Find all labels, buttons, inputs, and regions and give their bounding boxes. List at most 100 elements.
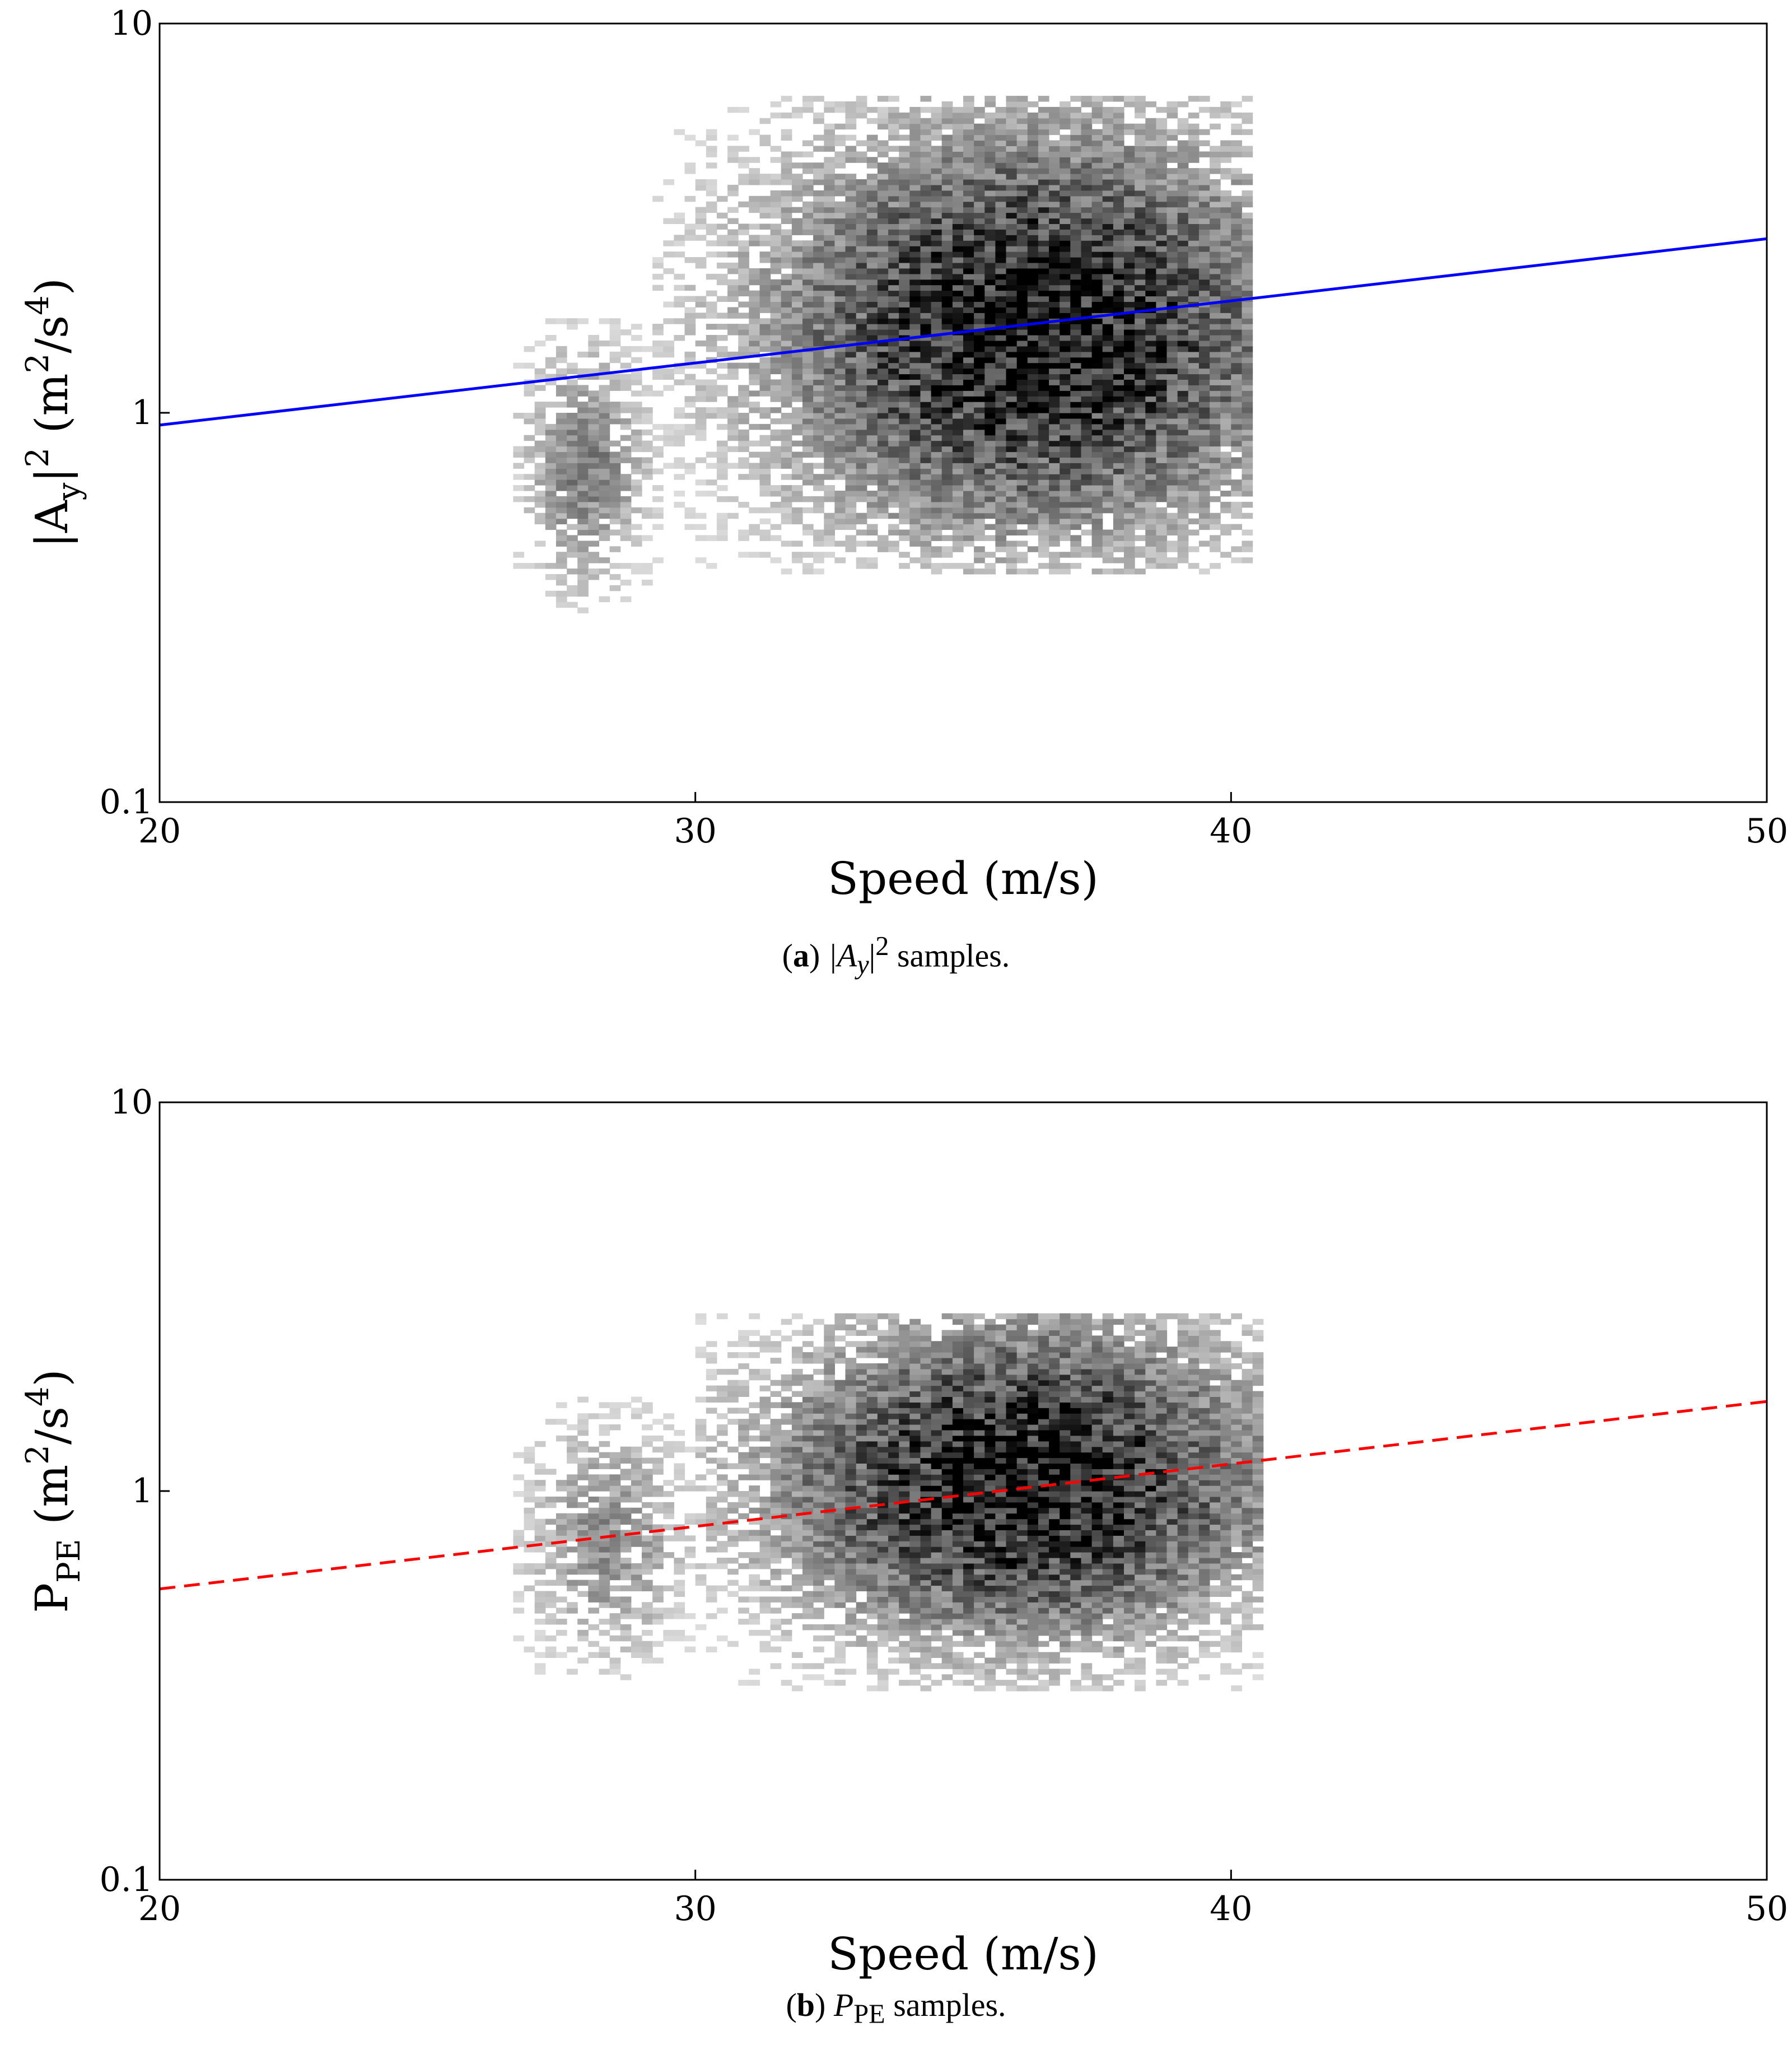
- heatmap-cell: [1231, 313, 1242, 319]
- heatmap-cell: [1156, 407, 1167, 413]
- heatmap-cell: [1006, 301, 1018, 308]
- heatmap-cell: [1081, 279, 1093, 286]
- heatmap-cell: [1178, 235, 1189, 241]
- heatmap-cell: [1167, 407, 1178, 413]
- heatmap-cell: [1049, 179, 1060, 185]
- heatmap-cell: [567, 1436, 578, 1442]
- heatmap-cell: [599, 1497, 610, 1503]
- heatmap-cell: [1231, 268, 1242, 274]
- heatmap-cell: [1210, 541, 1221, 547]
- heatmap-cell: [567, 1424, 578, 1431]
- heatmap-cell: [771, 1647, 782, 1653]
- heatmap-cell: [1081, 157, 1093, 163]
- heatmap-cell: [867, 396, 878, 402]
- heatmap-cell: [1028, 313, 1039, 319]
- heatmap-cell: [1178, 118, 1189, 124]
- heatmap-cell: [717, 1586, 728, 1592]
- heatmap-cell: [1103, 124, 1114, 130]
- heatmap-cell: [1124, 218, 1135, 225]
- heatmap-cell: [577, 1569, 589, 1575]
- heatmap-cell: [984, 185, 996, 191]
- heatmap-cell: [1199, 424, 1210, 430]
- heatmap-cell: [921, 457, 932, 463]
- heatmap-cell: [760, 390, 771, 397]
- heatmap-cell: [642, 390, 653, 397]
- heatmap-cell: [771, 335, 782, 341]
- heatmap-cell: [1103, 291, 1114, 297]
- heatmap-cell: [867, 363, 878, 369]
- heatmap-cell: [792, 207, 803, 213]
- heatmap-cell: [921, 207, 932, 213]
- heatmap-cell: [984, 229, 996, 235]
- heatmap-cell: [899, 329, 910, 336]
- heatmap-cell: [974, 301, 985, 308]
- heatmap-cell: [942, 291, 953, 297]
- heatmap-cell: [1017, 452, 1028, 458]
- heatmap-cell: [792, 379, 803, 385]
- heatmap-cell: [545, 1619, 557, 1625]
- heatmap-cell: [620, 580, 632, 586]
- heatmap-cell: [1156, 396, 1167, 402]
- heatmap-cell: [1113, 318, 1124, 324]
- heatmap-cell: [1092, 369, 1103, 375]
- heatmap-cell: [535, 1602, 546, 1608]
- heatmap-cell: [974, 240, 985, 246]
- heatmap-cell: [802, 424, 814, 430]
- heatmap-cell: [513, 552, 524, 558]
- heatmap-cell: [1038, 235, 1049, 241]
- heatmap-cell: [1092, 329, 1103, 336]
- heatmap-cell: [953, 463, 964, 469]
- heatmap-cell: [942, 251, 953, 258]
- heatmap-cell: [760, 135, 771, 141]
- heatmap-cell: [1167, 341, 1178, 347]
- heatmap-cell: [738, 1408, 749, 1414]
- heatmap-cell: [792, 251, 803, 258]
- heatmap-cell: [513, 1530, 524, 1536]
- heatmap-cell: [1145, 118, 1156, 124]
- heatmap-cell: [942, 135, 953, 141]
- heatmap-cell: [1038, 407, 1049, 413]
- heatmap-cell: [1199, 569, 1210, 575]
- heatmap-cell: [792, 1430, 803, 1436]
- heatmap-cell: [1210, 179, 1221, 185]
- heatmap-cell: [1210, 535, 1221, 541]
- heatmap-cell: [984, 335, 996, 341]
- heatmap-cell: [706, 1375, 717, 1381]
- heatmap-cell: [1124, 185, 1135, 191]
- heatmap-cell: [974, 107, 985, 113]
- heatmap-cell: [984, 279, 996, 286]
- heatmap-cell: [1135, 474, 1146, 480]
- heatmap-cell: [588, 530, 599, 536]
- heatmap-cell: [1113, 174, 1124, 180]
- heatmap-cell: [1103, 335, 1114, 341]
- heatmap-cell: [1103, 390, 1114, 397]
- heatmap-cell: [599, 452, 610, 458]
- heatmap-cell: [781, 1419, 792, 1425]
- heatmap-cell: [984, 291, 996, 297]
- heatmap-cell: [781, 474, 792, 480]
- heatmap-cell: [921, 213, 932, 219]
- heatmap-cell: [942, 502, 953, 508]
- heatmap-cell: [1103, 452, 1114, 458]
- heatmap-cell: [888, 435, 899, 441]
- heatmap-cell: [535, 513, 546, 519]
- heatmap-cell: [599, 1591, 610, 1597]
- heatmap-cell: [771, 1341, 782, 1347]
- heatmap-cell: [1060, 424, 1071, 430]
- heatmap-cell: [556, 513, 567, 519]
- heatmap-cell: [642, 1519, 653, 1525]
- heatmap-cell: [781, 257, 792, 263]
- heatmap-cell: [1060, 507, 1071, 514]
- heatmap-cell: [1178, 291, 1189, 297]
- heatmap-cell: [1135, 202, 1146, 208]
- heatmap-cell: [1070, 157, 1081, 163]
- heatmap-cell: [856, 229, 867, 235]
- heatmap-cell: [1156, 318, 1167, 324]
- heatmap-cell: [652, 352, 664, 358]
- heatmap-cell: [792, 418, 803, 425]
- heatmap-cell: [1103, 496, 1114, 502]
- heatmap-cell: [535, 430, 546, 436]
- heatmap-cell: [1006, 369, 1018, 375]
- heatmap-cell: [792, 1541, 803, 1547]
- heatmap-cell: [524, 1525, 535, 1531]
